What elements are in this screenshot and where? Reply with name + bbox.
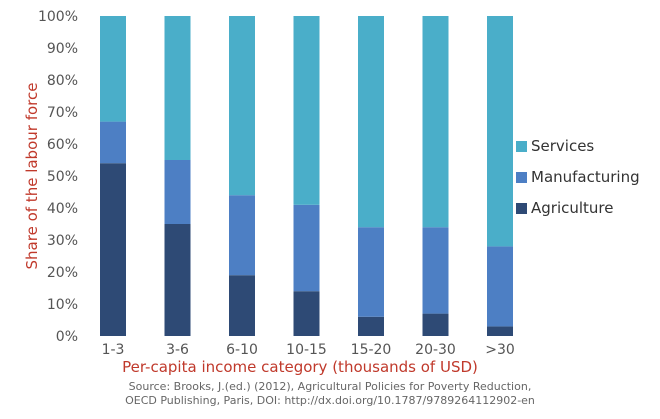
legend-swatch-agriculture: [516, 203, 527, 214]
bar-segment-agriculture: [164, 224, 191, 336]
x-tick-label: 20-30: [415, 342, 456, 358]
y-tick-label: 90%: [47, 41, 78, 57]
bar-segment-manufacturing: [229, 195, 255, 276]
x-tick-label: >30: [485, 342, 515, 358]
bar-area: [100, 16, 513, 336]
x-tick-label: 15-20: [351, 342, 392, 358]
y-axis-ticks: 0% 10% 20% 30% 40% 50% 60% 70% 80% 90% 100%: [38, 9, 78, 345]
bar-segment-services: [422, 16, 449, 228]
bar-segment-manufacturing: [487, 246, 513, 327]
bar-segment-manufacturing: [422, 227, 449, 314]
bar-segment-agriculture: [422, 313, 449, 336]
x-tick-label: 3-6: [166, 342, 189, 358]
bar-segment-manufacturing: [293, 204, 320, 292]
y-tick-label: 100%: [38, 9, 78, 25]
y-tick-label: 80%: [47, 73, 78, 89]
y-tick-label: 40%: [47, 201, 78, 217]
y-tick-label: 50%: [47, 169, 78, 185]
bar-segment-manufacturing: [100, 121, 126, 164]
legend-label-services: Services: [531, 137, 594, 155]
legend-swatch-services: [516, 141, 527, 152]
bar-segment-services: [229, 16, 255, 196]
y-tick-label: 20%: [47, 265, 78, 281]
y-tick-label: 30%: [47, 233, 78, 249]
y-tick-label: 0%: [56, 329, 78, 345]
bar-segment-agriculture: [100, 163, 126, 336]
x-tick-label: 1-3: [102, 342, 125, 358]
bar-segment-services: [100, 16, 126, 122]
x-axis-ticks: 1-3 3-6 6-10 10-15 15-20 20-30 >30: [102, 342, 515, 358]
bar-segment-agriculture: [229, 275, 255, 336]
y-tick-label: 70%: [47, 105, 78, 121]
x-tick-label: 10-15: [286, 342, 327, 358]
y-tick-label: 10%: [47, 297, 78, 313]
legend-label-manufacturing: Manufacturing: [531, 168, 640, 186]
x-axis-label: Per-capita income category (thousands of…: [122, 358, 478, 376]
legend-label-agriculture: Agriculture: [531, 199, 614, 217]
source-line-2: OECD Publishing, Paris, DOI: http://dx.d…: [125, 394, 535, 407]
bar-segment-agriculture: [293, 291, 320, 336]
y-axis-label: Share of the labour force: [23, 83, 41, 270]
y-tick-label: 60%: [47, 137, 78, 153]
source-line-1: Source: Brooks, J.(ed.) (2012), Agricult…: [129, 380, 532, 393]
legend-swatch-manufacturing: [516, 172, 527, 183]
bar-segment-services: [487, 16, 513, 247]
bar-segment-services: [358, 16, 384, 228]
bar-segment-services: [164, 16, 191, 160]
x-tick-label: 6-10: [226, 342, 258, 358]
bar-segment-agriculture: [358, 316, 384, 336]
legend: Services Manufacturing Agriculture: [516, 137, 640, 217]
bar-segment-manufacturing: [164, 160, 191, 224]
bar-segment-manufacturing: [358, 227, 384, 317]
bar-segment-agriculture: [487, 326, 513, 336]
bar-segment-services: [293, 16, 320, 205]
